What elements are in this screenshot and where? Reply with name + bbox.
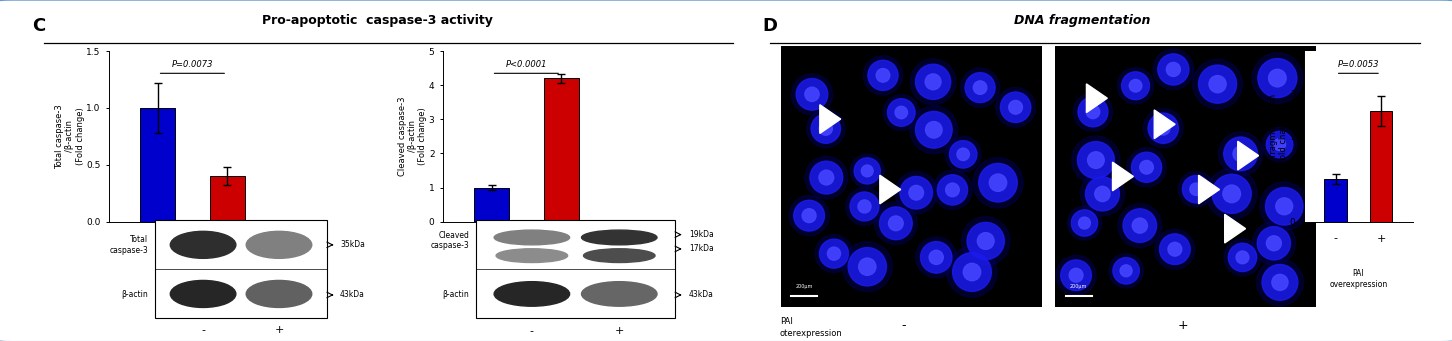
Circle shape — [1257, 227, 1291, 260]
Circle shape — [1077, 97, 1108, 127]
Circle shape — [880, 207, 912, 240]
Circle shape — [864, 56, 903, 95]
Circle shape — [861, 165, 873, 177]
Circle shape — [1233, 146, 1249, 162]
Circle shape — [1157, 54, 1189, 85]
Circle shape — [1182, 176, 1210, 203]
Circle shape — [957, 148, 970, 161]
Circle shape — [1080, 172, 1124, 216]
Circle shape — [812, 114, 841, 143]
Circle shape — [1269, 69, 1286, 87]
Circle shape — [810, 161, 842, 194]
Circle shape — [1189, 183, 1202, 195]
Text: PAI
overexpression: PAI overexpression — [497, 259, 556, 279]
Circle shape — [947, 247, 998, 297]
Circle shape — [938, 175, 967, 205]
Circle shape — [1079, 217, 1090, 229]
Circle shape — [874, 202, 918, 244]
Circle shape — [1144, 108, 1183, 148]
Circle shape — [1272, 274, 1288, 291]
Bar — [543, 78, 578, 222]
Polygon shape — [1198, 175, 1220, 204]
Polygon shape — [1112, 162, 1134, 191]
Bar — [475, 188, 510, 222]
Y-axis label: DNA fragme ntation
(Fold change ): DNA fragme ntation (Fold change ) — [1269, 94, 1288, 178]
Text: PAI
overexpression: PAI overexpression — [163, 269, 222, 289]
Circle shape — [1256, 259, 1304, 306]
Circle shape — [1228, 243, 1256, 271]
Circle shape — [932, 170, 973, 210]
Circle shape — [996, 87, 1035, 127]
Circle shape — [854, 158, 880, 184]
Circle shape — [1212, 174, 1252, 213]
Circle shape — [1118, 68, 1154, 104]
Circle shape — [1262, 127, 1297, 162]
Circle shape — [1119, 265, 1133, 277]
Bar — [1369, 111, 1392, 222]
Circle shape — [1167, 242, 1182, 256]
Circle shape — [953, 253, 992, 292]
Text: 200μm: 200μm — [796, 284, 813, 288]
Circle shape — [858, 200, 871, 213]
Circle shape — [915, 112, 953, 148]
Circle shape — [979, 163, 1018, 202]
Text: +: + — [222, 234, 232, 243]
Circle shape — [1130, 79, 1141, 92]
Text: DNA fragmentation: DNA fragmentation — [1013, 14, 1150, 27]
Text: 17kDa: 17kDa — [688, 244, 713, 253]
Circle shape — [1266, 131, 1292, 158]
Bar — [209, 176, 244, 222]
Circle shape — [815, 235, 852, 272]
Circle shape — [1088, 152, 1104, 168]
Circle shape — [819, 239, 848, 268]
Circle shape — [894, 106, 908, 119]
Circle shape — [1121, 72, 1150, 100]
Circle shape — [925, 74, 941, 90]
Ellipse shape — [582, 230, 656, 245]
Circle shape — [1252, 222, 1295, 265]
Text: Pro-apoptotic  caspase-3 activity: Pro-apoptotic caspase-3 activity — [261, 14, 494, 27]
Circle shape — [894, 172, 938, 214]
Circle shape — [794, 200, 825, 231]
Ellipse shape — [247, 280, 312, 308]
Circle shape — [1260, 182, 1308, 231]
Text: +: + — [1376, 234, 1385, 243]
Circle shape — [889, 216, 903, 231]
Circle shape — [848, 248, 887, 286]
Circle shape — [1077, 142, 1114, 179]
Circle shape — [1112, 257, 1140, 284]
Circle shape — [858, 258, 876, 276]
Circle shape — [967, 222, 1005, 260]
Circle shape — [804, 87, 819, 101]
Text: 19kDa: 19kDa — [688, 230, 713, 239]
Circle shape — [876, 69, 890, 82]
Circle shape — [961, 217, 1011, 265]
Circle shape — [1166, 62, 1180, 76]
Circle shape — [915, 64, 951, 100]
Circle shape — [1192, 59, 1243, 109]
Circle shape — [916, 237, 957, 278]
Ellipse shape — [170, 280, 235, 308]
Ellipse shape — [494, 282, 569, 306]
Circle shape — [1218, 132, 1263, 176]
Circle shape — [973, 158, 1024, 208]
Ellipse shape — [584, 249, 655, 263]
Circle shape — [1067, 206, 1102, 240]
Circle shape — [1095, 186, 1111, 202]
Circle shape — [1086, 105, 1099, 119]
Circle shape — [989, 174, 1006, 191]
Circle shape — [1140, 161, 1153, 174]
Circle shape — [1257, 59, 1297, 98]
Circle shape — [1127, 148, 1166, 187]
Circle shape — [1252, 53, 1302, 103]
Circle shape — [804, 156, 848, 199]
Circle shape — [796, 78, 828, 110]
Circle shape — [887, 99, 915, 126]
Circle shape — [1149, 113, 1179, 143]
Circle shape — [909, 186, 923, 200]
Circle shape — [1086, 177, 1119, 211]
Text: -: - — [200, 325, 205, 335]
Circle shape — [1207, 168, 1257, 219]
Polygon shape — [820, 105, 841, 133]
